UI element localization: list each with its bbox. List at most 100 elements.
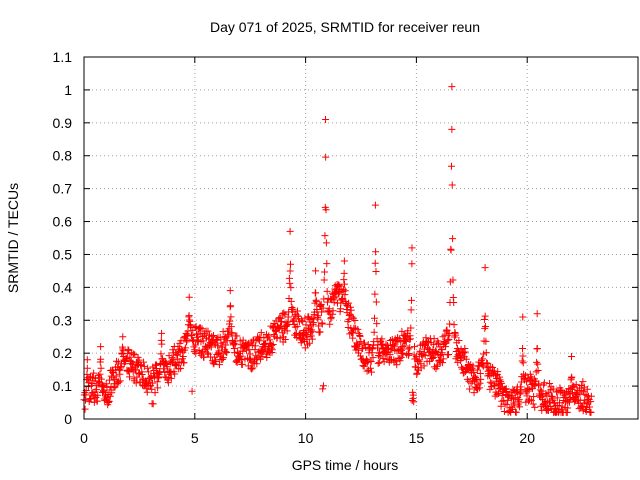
data-point (569, 382, 577, 390)
data-point (477, 375, 485, 383)
data-point (319, 304, 327, 312)
data-point (283, 327, 291, 335)
data-point (430, 335, 438, 343)
data-point (542, 389, 550, 397)
data-point (371, 259, 379, 267)
data-point (222, 341, 230, 349)
data-point (517, 386, 525, 394)
data-point (341, 287, 349, 295)
data-point (149, 400, 157, 408)
data-point (160, 365, 168, 373)
data-point (472, 376, 480, 384)
data-point (349, 329, 357, 337)
data-point (461, 348, 469, 356)
data-point (188, 331, 196, 339)
data-point (191, 341, 199, 349)
data-point (455, 337, 463, 345)
data-point (516, 403, 524, 411)
data-point (516, 390, 524, 398)
data-point (126, 373, 134, 381)
data-point (171, 370, 179, 378)
data-point (348, 313, 356, 321)
data-point (93, 397, 101, 405)
data-point (322, 239, 330, 247)
data-point (587, 408, 595, 416)
data-point (399, 343, 407, 351)
data-point (248, 341, 256, 349)
data-point (537, 387, 545, 395)
data-point (583, 392, 591, 400)
data-point (219, 355, 227, 363)
data-point (135, 356, 143, 364)
data-point (249, 364, 257, 372)
data-point (138, 370, 146, 378)
data-point (154, 384, 162, 392)
data-point (393, 361, 401, 369)
data-point (130, 350, 138, 358)
data-point (444, 331, 452, 339)
data-point (299, 318, 307, 326)
data-point (382, 340, 390, 348)
data-point (324, 298, 332, 306)
data-point (379, 354, 387, 362)
y-tick-label: 0 (64, 411, 72, 427)
data-point (312, 289, 320, 297)
data-point (438, 349, 446, 357)
data-point (180, 359, 188, 367)
data-point (119, 333, 127, 341)
data-point (428, 354, 436, 362)
data-point (236, 337, 244, 345)
data-point (226, 287, 234, 295)
data-point (378, 335, 386, 343)
data-point (494, 368, 502, 376)
data-point (309, 328, 317, 336)
y-tick-label: 0.2 (53, 345, 73, 361)
data-point (580, 387, 588, 395)
data-point (396, 357, 404, 365)
data-point (413, 369, 421, 377)
data-point (327, 314, 335, 322)
data-point (243, 340, 251, 348)
data-point (405, 349, 413, 357)
y-tick-label: 1.1 (53, 49, 73, 65)
data-point (447, 246, 455, 254)
data-point (360, 362, 368, 370)
data-point (519, 359, 527, 367)
data-point (512, 388, 520, 396)
data-point (315, 322, 323, 330)
data-point (287, 297, 295, 305)
data-point (356, 332, 364, 340)
data-point (519, 344, 527, 352)
data-point (452, 331, 460, 339)
data-point (439, 355, 447, 363)
data-point (151, 389, 159, 397)
data-point (369, 354, 377, 362)
data-point (367, 358, 375, 366)
data-point (320, 276, 328, 284)
data-point (204, 327, 212, 335)
data-point (204, 349, 212, 357)
data-point (148, 385, 156, 393)
data-point (478, 361, 486, 369)
data-point (340, 269, 348, 277)
data-point (335, 281, 343, 289)
data-point (568, 373, 576, 381)
data-point (587, 392, 595, 400)
data-point (530, 382, 538, 390)
data-point (409, 391, 417, 399)
data-point (179, 352, 187, 360)
data-point (93, 386, 101, 394)
data-point (375, 359, 383, 367)
data-point (535, 380, 543, 388)
data-point (329, 307, 337, 315)
y-tick-label: 0.3 (53, 312, 73, 328)
data-point (373, 320, 381, 328)
data-point (227, 302, 235, 310)
data-point (319, 385, 327, 393)
x-tick-label: 10 (298, 430, 314, 446)
data-point (158, 329, 166, 337)
data-point (269, 340, 277, 348)
data-point (90, 369, 98, 377)
data-point (533, 310, 541, 318)
data-point (388, 335, 396, 343)
